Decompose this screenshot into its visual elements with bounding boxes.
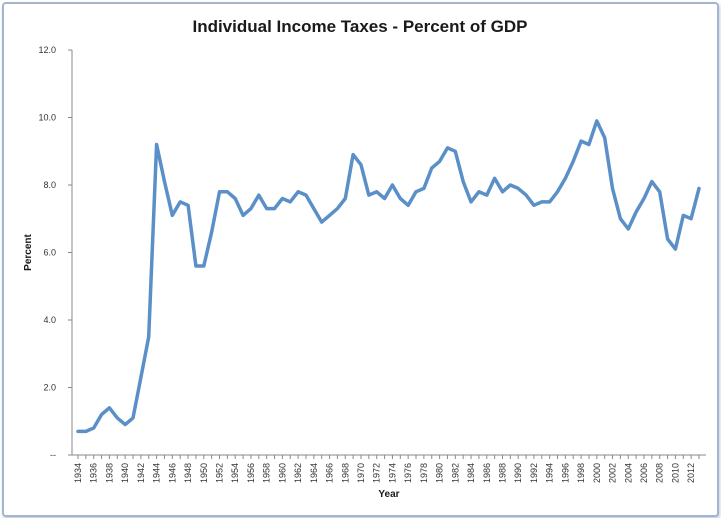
x-tick-label: 1976 <box>403 463 413 483</box>
series-line <box>76 119 701 434</box>
x-tick-label: 2000 <box>592 463 602 483</box>
y-tick-label: 10.0 <box>38 113 56 123</box>
x-tick-label: 1978 <box>419 463 429 483</box>
x-tick-label: 1958 <box>262 463 272 483</box>
x-tick-label: 1986 <box>482 463 492 483</box>
x-tick-label: 1996 <box>560 463 570 483</box>
x-tick-label: 2004 <box>623 463 633 483</box>
x-tick-label: 1982 <box>450 463 460 483</box>
x-tick-label: 1938 <box>104 463 114 483</box>
x-tick-label: 1936 <box>89 463 99 483</box>
x-tick-label: 2010 <box>670 463 680 483</box>
x-tick-label: 1954 <box>230 463 240 483</box>
y-axis-title: Percent <box>23 233 34 270</box>
x-tick-label: 1966 <box>325 463 335 483</box>
y-tick-label: 12.0 <box>38 45 56 55</box>
x-tick-label: 1952 <box>214 463 224 483</box>
x-tick-label: 1940 <box>120 463 130 483</box>
x-tick-label: 1948 <box>183 463 193 483</box>
y-tick-label: 4.0 <box>43 315 56 325</box>
y-tick-label: 8.0 <box>43 180 56 190</box>
y-tick-label: 6.0 <box>43 248 56 258</box>
x-tick-label: 1950 <box>199 463 209 483</box>
x-tick-label: 1946 <box>167 463 177 483</box>
y-axis-ticks: -- 2.0 4.0 6.0 8.0 10.0 12.0 <box>38 45 72 460</box>
x-tick-label: 1992 <box>529 463 539 483</box>
x-tick-label: 1988 <box>497 463 507 483</box>
x-tick-label: 1980 <box>435 463 445 483</box>
x-tick-label: 1934 <box>73 463 83 483</box>
x-tick-label: 1984 <box>466 463 476 483</box>
x-tick-label: 1944 <box>152 463 162 483</box>
x-tick-label: 2002 <box>608 463 618 483</box>
x-tick-label: 1990 <box>513 463 523 483</box>
x-axis-title: Year <box>378 489 399 500</box>
y-tick-label: 2.0 <box>43 383 56 393</box>
x-tick-label: 1994 <box>545 463 555 483</box>
x-tick-label: 1970 <box>356 463 366 483</box>
x-tick-label: 1962 <box>293 463 303 483</box>
x-tick-label: 2012 <box>686 463 696 483</box>
x-tick-label: 1974 <box>387 463 397 483</box>
x-tick-label: 1998 <box>576 463 586 483</box>
x-tick-label: 1964 <box>309 463 319 483</box>
y-tick-label: -- <box>50 450 56 460</box>
chart-title: Individual Income Taxes - Percent of GDP <box>192 17 527 36</box>
x-tick-label: 1968 <box>340 463 350 483</box>
x-tick-label: 2006 <box>639 463 649 483</box>
x-axis-ticks: 1934 1936 1938 1940 1942 1944 1946 1948 1950 1952… <box>73 455 700 483</box>
x-tick-label: 2008 <box>655 463 665 483</box>
x-tick-label: 1942 <box>136 463 146 483</box>
x-tick-label: 1960 <box>277 463 287 483</box>
x-tick-label: 1972 <box>372 463 382 483</box>
x-tick-label: 1956 <box>246 463 256 483</box>
